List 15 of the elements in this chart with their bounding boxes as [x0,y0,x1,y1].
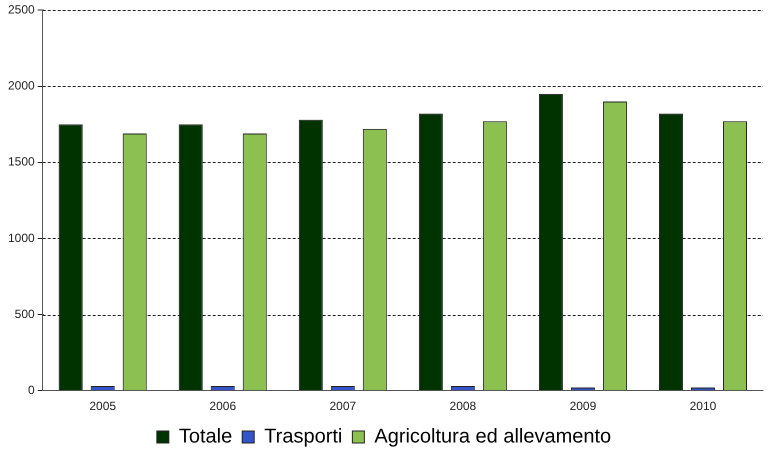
y-tick-label: 2000 [8,78,36,93]
x-tick-label: 2007 [329,399,356,414]
y-tick-label: 1500 [8,154,36,169]
x-tick-label: 2008 [450,399,477,414]
x-tick-label: 2005 [89,399,116,414]
y-tick-label: 0 [28,382,36,397]
legend-label: Trasporti [264,426,342,448]
y-tick-label: 1000 [8,230,36,245]
x-tick-label: 2006 [209,399,236,414]
legend-label: Agricoltura ed allevamento [374,426,612,448]
x-tick-label: 2010 [690,399,717,414]
y-tick-label: 2500 [8,2,36,17]
y-tick-label: 500 [14,306,36,321]
x-tick-label: 2009 [570,399,597,414]
legend-label: Totale [178,426,232,448]
